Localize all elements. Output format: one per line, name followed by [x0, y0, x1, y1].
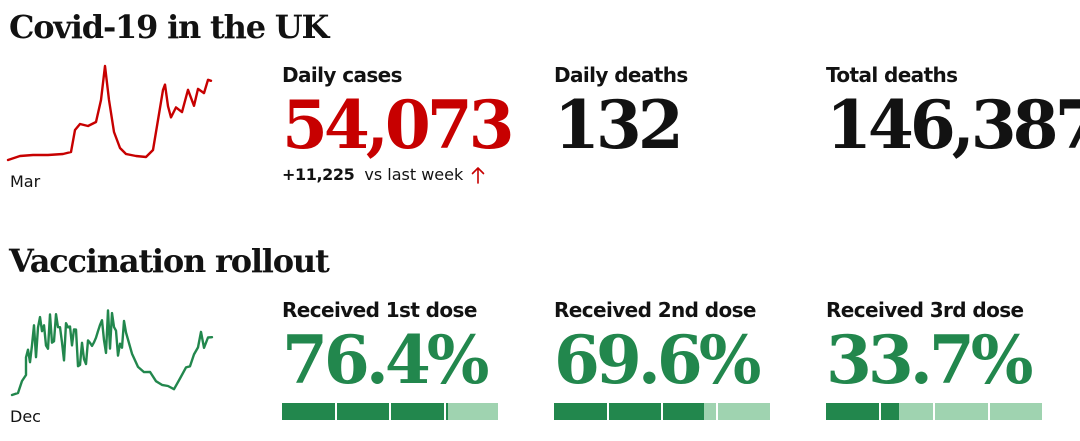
second-dose-stat: Received 2nd dose 69.6% — [554, 298, 761, 399]
total-deaths-value: 146,387 — [826, 86, 1080, 164]
progress-segment — [391, 403, 444, 420]
first-dose-progress-bar — [282, 403, 498, 420]
progress-segment-fill — [608, 403, 661, 420]
progress-segment-fill — [282, 403, 335, 420]
sparkline-start-label: Dec — [10, 407, 41, 426]
weekly-change-text: vs last week — [364, 165, 464, 184]
weekly-change-value: +11,225 — [282, 165, 355, 184]
progress-segment — [826, 403, 879, 420]
progress-segment-fill — [826, 403, 879, 420]
progress-segment — [935, 403, 988, 420]
progress-segment — [445, 403, 498, 420]
total-deaths-stat: Total deaths 146,387 — [826, 65, 1080, 158]
vaccination-section-title: Vaccination rollout — [9, 242, 330, 280]
daily-cases-sparkline — [6, 64, 213, 162]
progress-segment-fill — [663, 403, 705, 420]
daily-deaths-value: 132 — [554, 86, 684, 164]
daily-cases-value: 54,073 — [282, 86, 515, 164]
progress-segment — [989, 403, 1042, 420]
covid-section-title: Covid-19 in the UK — [9, 8, 329, 46]
first-dose-value: 76.4% — [282, 321, 489, 399]
daily-deaths-stat: Daily deaths 132 — [554, 65, 688, 158]
daily-cases-label: Daily cases — [282, 63, 403, 87]
daily-cases-sparkline-line — [6, 64, 213, 162]
progress-segment-fill — [336, 403, 389, 420]
first-dose-label: Received 1st dose — [282, 298, 477, 322]
third-dose-progress-bar — [826, 403, 1042, 420]
progress-segment-fill — [554, 403, 607, 420]
vaccination-sparkline — [10, 309, 214, 397]
progress-segment — [663, 403, 716, 420]
third-dose-stat: Received 3rd dose 33.7% — [826, 298, 1033, 399]
progress-segment — [336, 403, 389, 420]
total-deaths-label: Total deaths — [826, 63, 958, 87]
progress-segment-fill — [391, 403, 444, 420]
second-dose-progress-bar — [554, 403, 770, 420]
progress-segment — [282, 403, 335, 420]
progress-segment-fill — [445, 403, 449, 420]
third-dose-label: Received 3rd dose — [826, 298, 1024, 322]
second-dose-label: Received 2nd dose — [554, 298, 756, 322]
second-dose-value: 69.6% — [554, 321, 761, 399]
arrow-up-icon — [471, 167, 485, 184]
third-dose-value: 33.7% — [826, 321, 1033, 399]
sparkline-start-label: Mar — [10, 172, 41, 191]
progress-segment-fill — [880, 403, 899, 420]
daily-deaths-label: Daily deaths — [554, 63, 688, 87]
progress-segment — [880, 403, 933, 420]
first-dose-stat: Received 1st dose 76.4% — [282, 298, 489, 399]
progress-segment — [717, 403, 770, 420]
daily-cases-stat: Daily cases 54,073 — [282, 63, 515, 164]
progress-segment — [554, 403, 607, 420]
vaccination-sparkline-line — [10, 309, 214, 397]
weekly-change: +11,225 vs last week — [282, 166, 485, 184]
progress-segment — [608, 403, 661, 420]
